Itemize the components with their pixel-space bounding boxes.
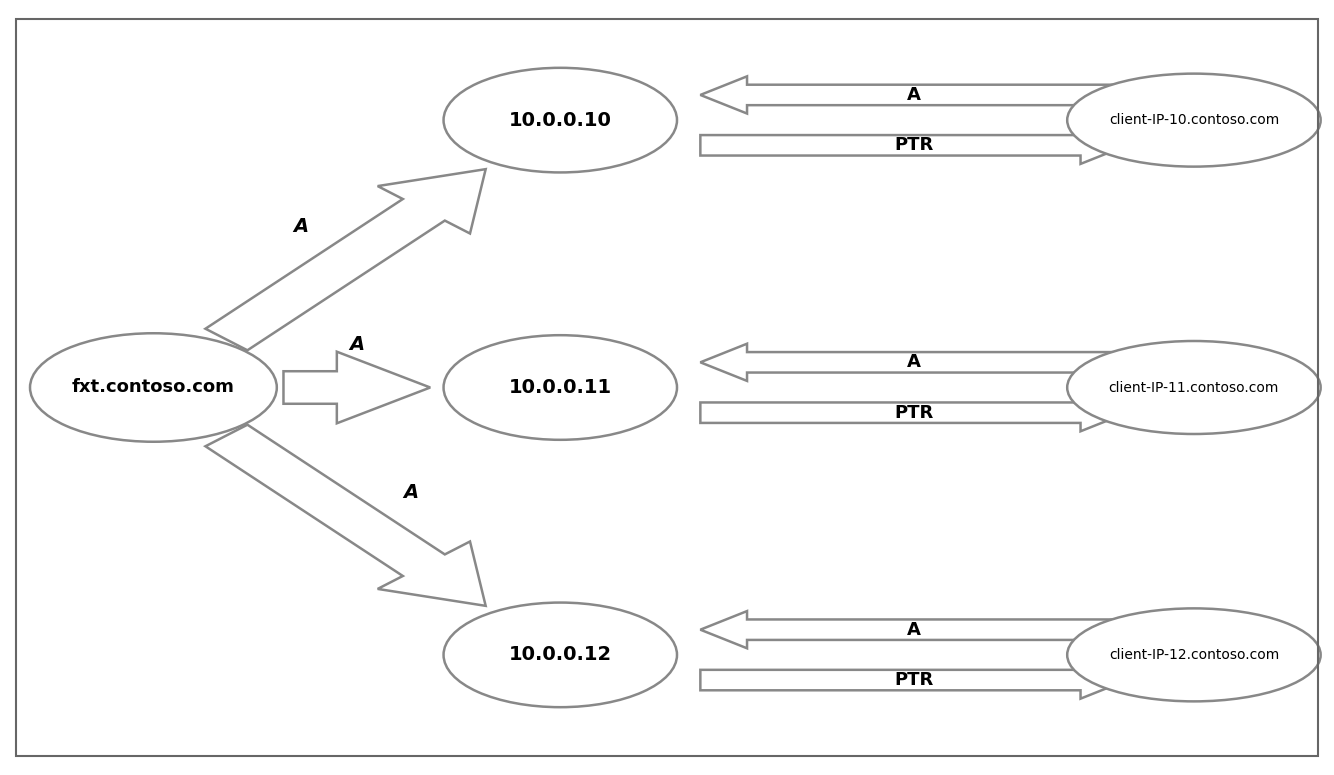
Text: A: A — [403, 483, 419, 502]
Polygon shape — [700, 344, 1127, 381]
Text: A: A — [293, 216, 308, 236]
Ellipse shape — [1067, 341, 1321, 434]
Polygon shape — [700, 126, 1127, 164]
Text: 10.0.0.10: 10.0.0.10 — [508, 111, 612, 129]
Polygon shape — [700, 611, 1127, 648]
Ellipse shape — [29, 333, 277, 442]
Text: 10.0.0.11: 10.0.0.11 — [508, 378, 612, 397]
Text: A: A — [907, 621, 920, 639]
Ellipse shape — [443, 68, 676, 173]
Text: fxt.contoso.com: fxt.contoso.com — [72, 378, 235, 397]
Text: A: A — [907, 353, 920, 371]
Text: client-IP-11.contoso.com: client-IP-11.contoso.com — [1109, 381, 1279, 394]
Ellipse shape — [443, 335, 676, 440]
Text: 10.0.0.12: 10.0.0.12 — [508, 646, 612, 664]
Polygon shape — [205, 425, 486, 606]
Text: A: A — [350, 336, 364, 354]
Polygon shape — [700, 662, 1127, 699]
Text: PTR: PTR — [894, 136, 934, 154]
Ellipse shape — [1067, 74, 1321, 167]
Text: PTR: PTR — [894, 404, 934, 422]
Polygon shape — [205, 169, 486, 350]
Text: client-IP-10.contoso.com: client-IP-10.contoso.com — [1109, 113, 1279, 127]
Text: client-IP-12.contoso.com: client-IP-12.contoso.com — [1109, 648, 1279, 662]
Polygon shape — [700, 76, 1127, 114]
Ellipse shape — [1067, 608, 1321, 701]
Polygon shape — [284, 352, 430, 423]
Ellipse shape — [443, 603, 676, 707]
Polygon shape — [700, 394, 1127, 431]
Text: PTR: PTR — [894, 671, 934, 689]
Text: A: A — [907, 86, 920, 104]
